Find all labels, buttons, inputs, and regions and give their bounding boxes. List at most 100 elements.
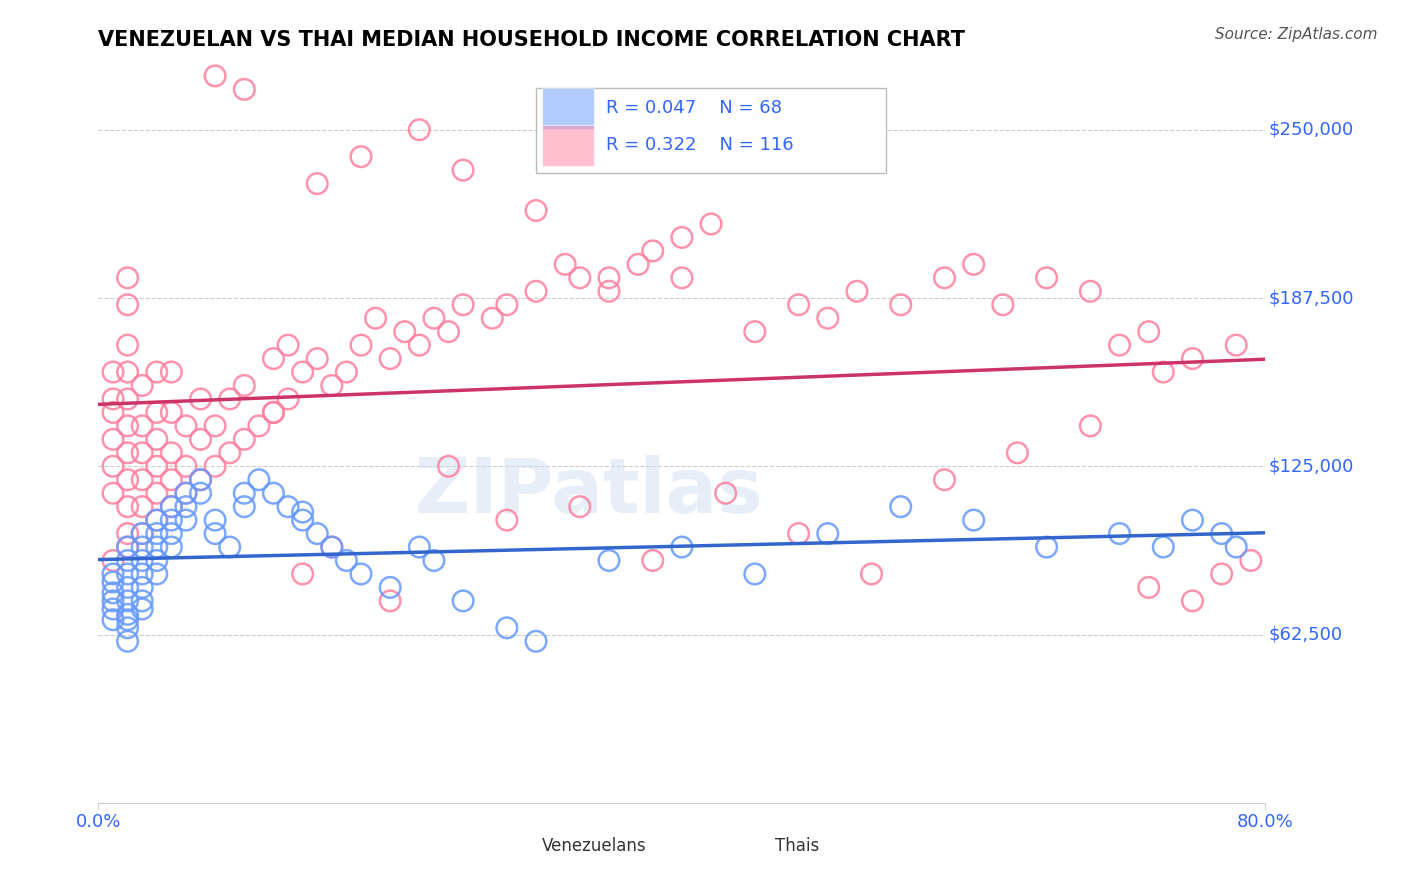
Point xyxy=(817,311,839,326)
Point xyxy=(380,581,402,595)
Text: Thais: Thais xyxy=(775,837,820,855)
Point xyxy=(744,566,766,581)
Point xyxy=(1152,540,1174,554)
Point xyxy=(714,486,737,500)
Point xyxy=(423,311,446,326)
Point xyxy=(262,486,284,500)
Point xyxy=(817,526,839,541)
Point xyxy=(1108,338,1130,352)
FancyBboxPatch shape xyxy=(541,88,595,129)
Point xyxy=(1181,513,1204,527)
Point xyxy=(247,418,270,433)
Point xyxy=(146,513,169,527)
Point xyxy=(117,621,139,635)
Point xyxy=(307,351,329,366)
Point xyxy=(1080,285,1102,299)
Point xyxy=(1035,540,1057,554)
Point xyxy=(131,566,153,581)
Point xyxy=(117,500,139,514)
Point xyxy=(204,459,226,474)
Point xyxy=(247,473,270,487)
Point xyxy=(1080,418,1102,433)
Point xyxy=(174,500,197,514)
Point xyxy=(860,566,883,581)
Text: $187,500: $187,500 xyxy=(1268,289,1354,307)
Point xyxy=(117,473,139,487)
Point xyxy=(101,405,124,419)
Point xyxy=(890,500,912,514)
Point xyxy=(160,473,183,487)
Point xyxy=(117,607,139,622)
Point xyxy=(846,285,869,299)
Point xyxy=(131,553,153,567)
Point xyxy=(146,365,169,379)
Point xyxy=(174,459,197,474)
Point xyxy=(787,298,810,312)
Text: $250,000: $250,000 xyxy=(1268,120,1354,139)
Point xyxy=(962,513,984,527)
Point xyxy=(335,553,357,567)
Point xyxy=(117,338,139,352)
Point xyxy=(262,405,284,419)
Point xyxy=(101,392,124,406)
Point xyxy=(131,418,153,433)
Point xyxy=(380,594,402,608)
Point xyxy=(1181,594,1204,608)
Point xyxy=(321,378,343,392)
Point xyxy=(190,473,212,487)
Point xyxy=(1211,526,1233,541)
Point xyxy=(101,613,124,627)
Point xyxy=(671,270,693,285)
Point xyxy=(423,553,446,567)
Point xyxy=(233,82,256,96)
Point xyxy=(101,553,124,567)
Point xyxy=(101,602,124,616)
FancyBboxPatch shape xyxy=(489,832,530,866)
Point xyxy=(131,378,153,392)
Point xyxy=(598,285,620,299)
Point xyxy=(307,526,329,541)
Text: R = 0.322    N = 116: R = 0.322 N = 116 xyxy=(606,136,793,154)
Point xyxy=(174,486,197,500)
Point xyxy=(131,526,153,541)
Text: $125,000: $125,000 xyxy=(1268,458,1354,475)
Point xyxy=(174,486,197,500)
Point xyxy=(146,513,169,527)
Point xyxy=(131,581,153,595)
Point xyxy=(627,257,650,271)
Text: ZIPatlas: ZIPatlas xyxy=(415,455,763,529)
Point xyxy=(117,540,139,554)
Point xyxy=(146,566,169,581)
Point xyxy=(146,486,169,500)
FancyBboxPatch shape xyxy=(536,88,886,173)
Point xyxy=(117,392,139,406)
Point xyxy=(160,513,183,527)
Point xyxy=(671,230,693,244)
Point xyxy=(350,566,373,581)
Point xyxy=(101,459,124,474)
Point xyxy=(934,270,956,285)
Point xyxy=(481,311,503,326)
Point xyxy=(131,602,153,616)
Point xyxy=(117,298,139,312)
Point xyxy=(131,594,153,608)
Point xyxy=(787,526,810,541)
Point xyxy=(598,553,620,567)
Point xyxy=(117,270,139,285)
Text: R = 0.047    N = 68: R = 0.047 N = 68 xyxy=(606,99,782,118)
Point xyxy=(190,433,212,447)
Point xyxy=(671,540,693,554)
Point xyxy=(146,540,169,554)
Point xyxy=(291,365,314,379)
Point xyxy=(204,69,226,83)
Point xyxy=(1035,270,1057,285)
Point xyxy=(117,634,139,648)
Point xyxy=(524,203,547,218)
Point xyxy=(160,500,183,514)
Point xyxy=(146,526,169,541)
Point xyxy=(350,338,373,352)
Point xyxy=(890,298,912,312)
Point xyxy=(408,122,430,136)
Point xyxy=(131,540,153,554)
Point xyxy=(744,325,766,339)
